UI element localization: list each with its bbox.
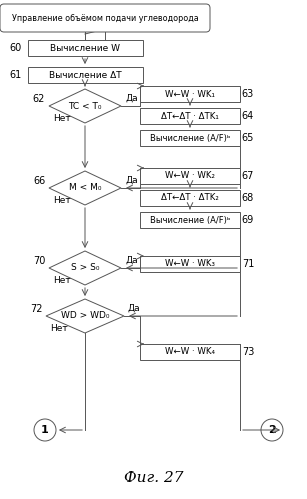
Bar (140, 212, 240, 228)
Text: 64: 64 (242, 111, 254, 121)
Bar (140, 190, 240, 206)
Polygon shape (49, 171, 121, 205)
Bar (140, 168, 240, 184)
Text: 63: 63 (242, 89, 254, 99)
Text: 2: 2 (268, 425, 276, 435)
Text: 69: 69 (242, 215, 254, 225)
Text: 67: 67 (242, 171, 254, 181)
Text: 1: 1 (41, 425, 49, 435)
Text: Фиг. 27: Фиг. 27 (124, 471, 183, 485)
Bar (140, 130, 240, 146)
Text: 60: 60 (10, 43, 21, 53)
Bar (28, 40, 142, 56)
Text: W←W · WK₄: W←W · WK₄ (165, 347, 215, 356)
Text: Нет: Нет (53, 114, 71, 123)
Text: W←W · WK₂: W←W · WK₂ (165, 172, 215, 181)
Text: 68: 68 (242, 193, 254, 203)
Text: 70: 70 (33, 256, 45, 266)
Text: Нет: Нет (53, 196, 71, 205)
Text: Вычисление (A/F)ᵇ: Вычисление (A/F)ᵇ (150, 216, 230, 225)
Circle shape (261, 419, 283, 441)
Text: ΔT←ΔT · ΔTK₂: ΔT←ΔT · ΔTK₂ (161, 194, 219, 203)
Bar (28, 67, 142, 83)
Text: Нет: Нет (50, 324, 68, 333)
Text: WD > WD₀: WD > WD₀ (61, 311, 109, 320)
Text: 72: 72 (30, 304, 42, 314)
Text: W←W · WK₃: W←W · WK₃ (165, 259, 215, 268)
Bar (140, 256, 240, 272)
Bar (140, 86, 240, 102)
Bar (140, 344, 240, 360)
Text: TC < T₀: TC < T₀ (68, 101, 102, 110)
Polygon shape (49, 89, 121, 123)
Text: W←W · WK₁: W←W · WK₁ (165, 89, 215, 98)
Text: Да: Да (125, 256, 138, 265)
Text: Да: Да (125, 94, 138, 103)
Polygon shape (46, 299, 124, 333)
Polygon shape (49, 251, 121, 285)
Text: 62: 62 (33, 94, 45, 104)
Text: 71: 71 (242, 259, 254, 269)
Bar (140, 108, 240, 124)
Text: 65: 65 (242, 133, 254, 143)
Text: Вычисление (A/F)ᵇ: Вычисление (A/F)ᵇ (150, 134, 230, 143)
Text: M < M₀: M < M₀ (69, 184, 101, 193)
Text: ΔT←ΔT · ΔTK₁: ΔT←ΔT · ΔTK₁ (161, 111, 219, 120)
Text: Да: Да (128, 304, 141, 313)
Circle shape (34, 419, 56, 441)
Text: 66: 66 (33, 176, 45, 186)
Text: Управление объёмом подачи углеводорода: Управление объёмом подачи углеводорода (12, 13, 198, 22)
Text: Да: Да (125, 176, 138, 185)
FancyBboxPatch shape (0, 4, 210, 32)
Text: Вычисление W: Вычисление W (50, 43, 120, 52)
Text: 61: 61 (10, 70, 21, 80)
Text: S > S₀: S > S₀ (71, 263, 99, 272)
Text: Нет: Нет (53, 276, 71, 285)
Text: 73: 73 (242, 347, 254, 357)
Text: Вычисление ΔT: Вычисление ΔT (49, 70, 121, 79)
